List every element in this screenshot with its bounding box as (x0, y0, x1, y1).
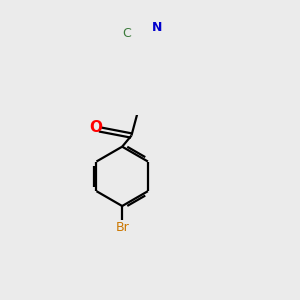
Text: Br: Br (115, 221, 129, 235)
Text: C: C (123, 28, 131, 40)
Text: N: N (152, 21, 162, 34)
Text: O: O (89, 120, 102, 135)
